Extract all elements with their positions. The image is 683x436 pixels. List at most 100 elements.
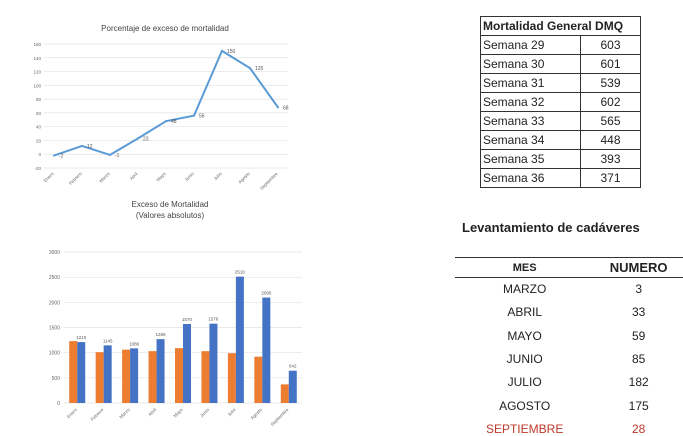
weekly-week-cell: Semana 32 xyxy=(480,92,581,112)
weekly-row: Semana 31 539 xyxy=(480,73,641,93)
bar-x-tick: Septiembre xyxy=(270,407,290,427)
bar-chart-subtitle: (Valores absolutos) xyxy=(135,211,205,220)
levantamiento-row: MAYO 59 xyxy=(455,324,683,347)
levantamiento-row: AGOSTO 175 xyxy=(455,394,683,417)
levantamiento-row: MARZO 3 xyxy=(455,278,683,301)
bar-mark xyxy=(201,351,210,403)
col-mes-header: MES xyxy=(455,257,595,278)
bar-y-tick: 1500 xyxy=(49,326,60,332)
line-chart-svg: -20 0 20 40 60 80 100 120 140 160 -2 Enero 12 Febrero… xyxy=(33,42,289,191)
bar-y-tick: 3000 xyxy=(49,250,60,256)
bar-x-tick: Agosto xyxy=(250,407,264,421)
bar-mark xyxy=(183,323,191,403)
line-point xyxy=(249,67,251,70)
weekly-week-cell: Semana 29 xyxy=(480,35,581,55)
line-data-label: -1 xyxy=(115,153,120,159)
weekly-value-cell: 393 xyxy=(580,149,641,169)
weekly-row: Semana 30 601 xyxy=(480,54,641,74)
levantamiento-mes-cell: AGOSTO xyxy=(499,398,551,413)
bar-chart-svg: 0 500 1000 1500 2000 2500 3000 1210 Enero 1145 Feb… xyxy=(49,250,302,427)
line-x-tick: Julio xyxy=(213,171,223,181)
levantamiento-mes-cell: JUNIO xyxy=(506,352,543,367)
weekly-mortality-table: Mortalidad General DMQ Semana 29 603 Seman… xyxy=(480,16,641,188)
bar-data-label: 1570 xyxy=(182,317,193,322)
bar-data-label: 1210 xyxy=(76,335,87,340)
weekly-week-cell: Semana 31 xyxy=(480,73,581,93)
line-chart: Porcentaje de exceso de mortalidad -20 0 2… xyxy=(30,18,300,204)
line-y-tick: 60 xyxy=(36,111,42,116)
bar-data-label: 2095 xyxy=(261,291,272,296)
bar-x-tick: Marzo xyxy=(118,407,131,420)
col-numero-header: NUMERO xyxy=(594,257,683,278)
bar-mark xyxy=(280,384,289,403)
line-x-tick: Agosto xyxy=(237,171,251,185)
levantamiento-row: SEPTIEMBRE 28 xyxy=(455,417,683,436)
bar-chart: Exceso de Mortalidad (Valores absolutos)… xyxy=(30,200,310,436)
line-y-tick: -20 xyxy=(34,166,41,171)
weekly-value-cell: 565 xyxy=(580,111,641,131)
weekly-row: Semana 34 448 xyxy=(480,130,641,150)
weekly-week-cell: Semana 33 xyxy=(480,111,581,131)
line-x-tick: Febrero xyxy=(68,171,83,186)
line-point xyxy=(277,106,279,109)
bar-mark xyxy=(69,341,78,403)
line-data-label: 68 xyxy=(283,105,289,111)
line-point xyxy=(193,114,195,117)
line-point xyxy=(165,120,167,123)
bar-mark xyxy=(148,351,157,403)
levantamiento-mes-cell: JULIO xyxy=(507,375,542,390)
bar-y-tick: 2500 xyxy=(49,275,60,281)
weekly-value-cell: 448 xyxy=(580,130,641,150)
bar-x-tick: Julio xyxy=(227,407,237,417)
bar-mark xyxy=(254,356,263,403)
bar-x-tick: Mayo xyxy=(172,407,184,419)
levantamiento-row: JULIO 182 xyxy=(455,371,683,394)
bar-data-label: 1086 xyxy=(129,341,140,346)
line-data-label: 48 xyxy=(171,119,177,125)
weekly-value-cell: 371 xyxy=(580,168,641,188)
bar-y-tick: 1000 xyxy=(49,351,60,357)
line-x-tick: Mayo xyxy=(155,171,167,183)
bar-mark xyxy=(227,353,236,403)
levantamiento-numero-cell: 182 xyxy=(628,375,649,390)
levantamiento-mes-cell: ABRIL xyxy=(507,305,542,320)
levantamiento-mes-cell: SEPTIEMBRE xyxy=(455,417,595,436)
weekly-week-cell: Semana 34 xyxy=(480,130,581,150)
bar-mark xyxy=(122,349,131,403)
bar-mark xyxy=(235,276,244,403)
bar-x-tick: Abril xyxy=(147,407,157,417)
levantamiento-numero-cell: 3 xyxy=(635,282,642,297)
levantamiento-row: JUNIO 85 xyxy=(455,347,683,370)
levantamiento-mes-cell: MARZO xyxy=(502,282,547,297)
bar-mark xyxy=(130,348,139,403)
bar-mark xyxy=(209,323,218,403)
line-x-tick: Junio xyxy=(184,171,195,182)
bar-data-label: 1576 xyxy=(208,317,219,322)
bar-y-tick: 500 xyxy=(52,376,61,382)
line-chart-title: Porcentaje de exceso de mortalidad xyxy=(101,24,229,33)
line-y-tick: 0 xyxy=(38,152,41,157)
bar-mark xyxy=(95,352,104,403)
bar-mark xyxy=(103,345,112,403)
line-data-label: 12 xyxy=(87,144,93,150)
weekly-row: Semana 29 603 xyxy=(480,35,641,55)
line-y-tick: 100 xyxy=(33,83,41,88)
levantamiento-numero-cell: 28 xyxy=(594,417,683,436)
bar-x-tick: Febrero xyxy=(90,407,105,422)
bar-mark xyxy=(77,342,86,403)
line-y-tick: 40 xyxy=(36,125,42,130)
line-data-label: 150 xyxy=(227,49,236,55)
line-y-tick: 80 xyxy=(36,97,42,102)
weekly-week-cell: Semana 35 xyxy=(480,149,581,169)
levantamiento-row: ABRIL 33 xyxy=(455,301,683,324)
line-y-tick: 140 xyxy=(33,56,41,61)
levantamiento-numero-cell: 59 xyxy=(631,328,646,343)
line-data-label: 125 xyxy=(255,66,264,72)
bar-data-label: 1269 xyxy=(156,332,167,337)
line-y-tick: 20 xyxy=(36,138,42,143)
bar-mark xyxy=(175,348,183,403)
line-y-tick: 160 xyxy=(33,42,41,47)
weekly-value-cell: 602 xyxy=(580,92,641,112)
weekly-value-cell: 601 xyxy=(580,54,641,74)
line-data-label: 23 xyxy=(143,136,149,142)
